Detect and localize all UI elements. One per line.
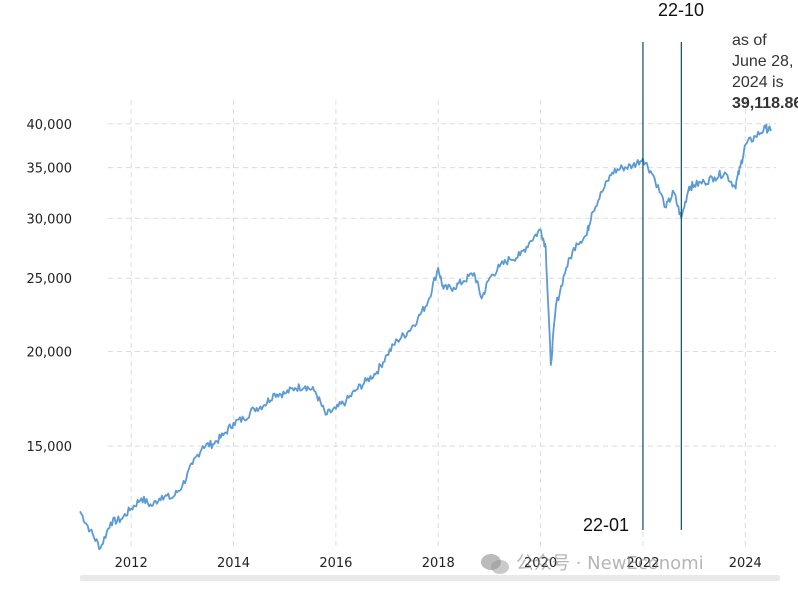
x-tick-label: 2016 — [319, 556, 352, 571]
y-tick-label: 20,000 — [27, 346, 73, 361]
scroll-strip — [80, 575, 780, 581]
y-tick-label: 30,000 — [27, 212, 73, 227]
x-tick-label: 2014 — [217, 556, 250, 571]
x-tick-label: 2018 — [422, 556, 455, 571]
annotation-value: 39,118.86 — [732, 95, 798, 112]
watermark-text: 公众号 · NewEconomi — [516, 553, 704, 574]
x-tick-label: 2020 — [524, 556, 557, 571]
x-tick-label: 2022 — [626, 556, 659, 571]
watermark: 公众号 · NewEconomi — [480, 549, 704, 575]
annotation-prefix: as of June 28, 2024 is — [732, 32, 794, 91]
marker-label-start: 22-01 — [583, 515, 630, 535]
y-tick-label: 15,000 — [27, 440, 73, 455]
marker-label-end: 22-10 — [658, 0, 705, 20]
y-tick-label: 40,000 — [27, 118, 73, 133]
y-tick-label: 25,000 — [27, 272, 73, 287]
price-annotation: as of June 28, 2024 is 39,118.86. — [732, 30, 798, 114]
y-tick-label: 35,000 — [27, 162, 73, 177]
x-tick-label: 2012 — [115, 556, 148, 571]
series-line — [79, 123, 772, 551]
wechat-icon — [481, 554, 509, 574]
x-tick-label: 2024 — [729, 556, 762, 571]
